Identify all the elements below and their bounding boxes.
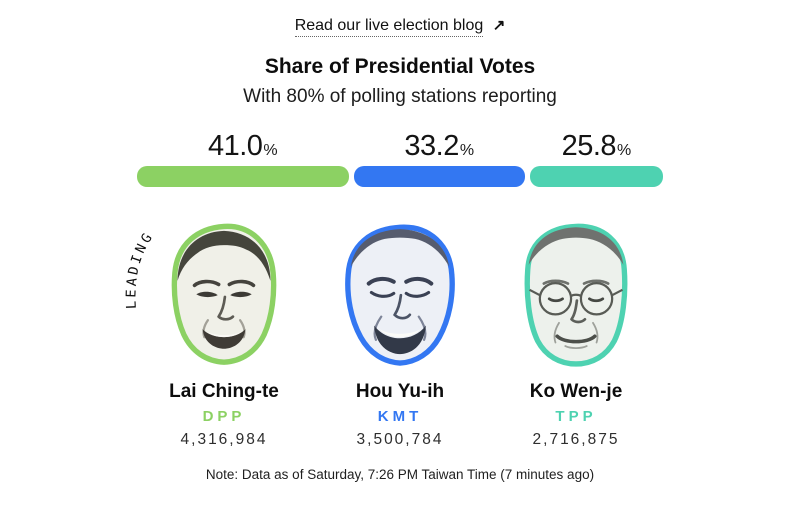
live-blog-link-label[interactable]: Read our live election blog <box>294 17 484 37</box>
candidate-name: Ko Wen-je <box>529 381 623 402</box>
candidate-party: KMT <box>377 408 423 425</box>
share-label-kmt: 33.2% <box>354 130 525 163</box>
mouth <box>374 325 426 355</box>
candidate-photo-hou <box>324 213 476 372</box>
candidate-votes: 2,716,875 <box>532 431 620 448</box>
percent-sign: % <box>263 142 278 159</box>
mouth <box>555 334 597 344</box>
eyes <box>196 291 218 298</box>
vote-share-chart: 41.0% 33.2% 25.8% <box>137 130 663 187</box>
share-label-dpp: 41.0% <box>137 130 349 163</box>
hair <box>177 230 271 281</box>
candidate-card-hou: Hou Yu-ih KMT 3,500,784 <box>312 213 488 449</box>
candidate-card-ko: Ko Wen-je TPP 2,716,875 <box>488 213 664 449</box>
live-blog-link[interactable]: Read our live election blog ↗ <box>294 17 506 37</box>
candidate-votes: 4,316,984 <box>180 431 268 448</box>
candidate-name: Lai Ching-te <box>169 381 279 402</box>
share-value: 33.2 <box>404 130 459 162</box>
mouth <box>202 329 246 349</box>
percent-sign: % <box>459 142 475 159</box>
bar-segment-tpp <box>529 166 663 187</box>
glasses <box>529 282 623 316</box>
bar-segment-dpp <box>137 166 349 187</box>
hair <box>350 229 450 267</box>
hair <box>528 227 624 265</box>
candidate-face-illustration <box>345 224 455 366</box>
eyes <box>369 290 396 298</box>
percent-sign: % <box>617 142 632 159</box>
data-note: Note: Data as of Saturday, 7:26 PM Taiwa… <box>205 467 595 482</box>
head-outline <box>171 223 277 365</box>
blog-link-row: Read our live election blog ↗ <box>0 16 800 37</box>
vote-share-bar <box>137 166 663 187</box>
candidate-face-illustration <box>524 223 628 367</box>
nose <box>393 293 412 320</box>
chart-subtitle: With 80% of polling stations reporting <box>243 86 557 107</box>
share-value: 25.8 <box>561 130 617 162</box>
eyes <box>547 297 564 303</box>
candidate-face-illustration <box>171 223 277 365</box>
candidate-photo-lai: LEADING <box>123 213 300 372</box>
candidate-name: Hou Yu-ih <box>355 381 445 402</box>
share-labels-row: 41.0% 33.2% 25.8% <box>137 130 663 163</box>
external-link-arrow-icon: ↗ <box>492 17 506 34</box>
candidate-votes: 3,500,784 <box>356 431 444 448</box>
share-label-tpp: 25.8% <box>530 130 663 163</box>
candidates-row: LEADING Lai Ching-te DPP 4,316,984 <box>123 213 664 449</box>
candidate-photo-ko <box>500 213 652 372</box>
chart-title: Share of Presidential Votes <box>264 55 536 78</box>
candidate-card-lai: LEADING Lai Ching-te DPP 4,316,984 <box>123 213 312 449</box>
share-value: 41.0 <box>207 130 263 162</box>
candidate-party: DPP <box>202 408 246 425</box>
bar-segment-kmt <box>353 166 525 187</box>
teeth <box>207 331 241 338</box>
candidate-party: TPP <box>555 408 597 425</box>
nose <box>570 299 587 324</box>
svg-text:LEADING: LEADING <box>123 228 157 309</box>
teeth <box>379 329 421 338</box>
nose <box>217 295 235 321</box>
leading-badge: LEADING <box>123 228 157 309</box>
